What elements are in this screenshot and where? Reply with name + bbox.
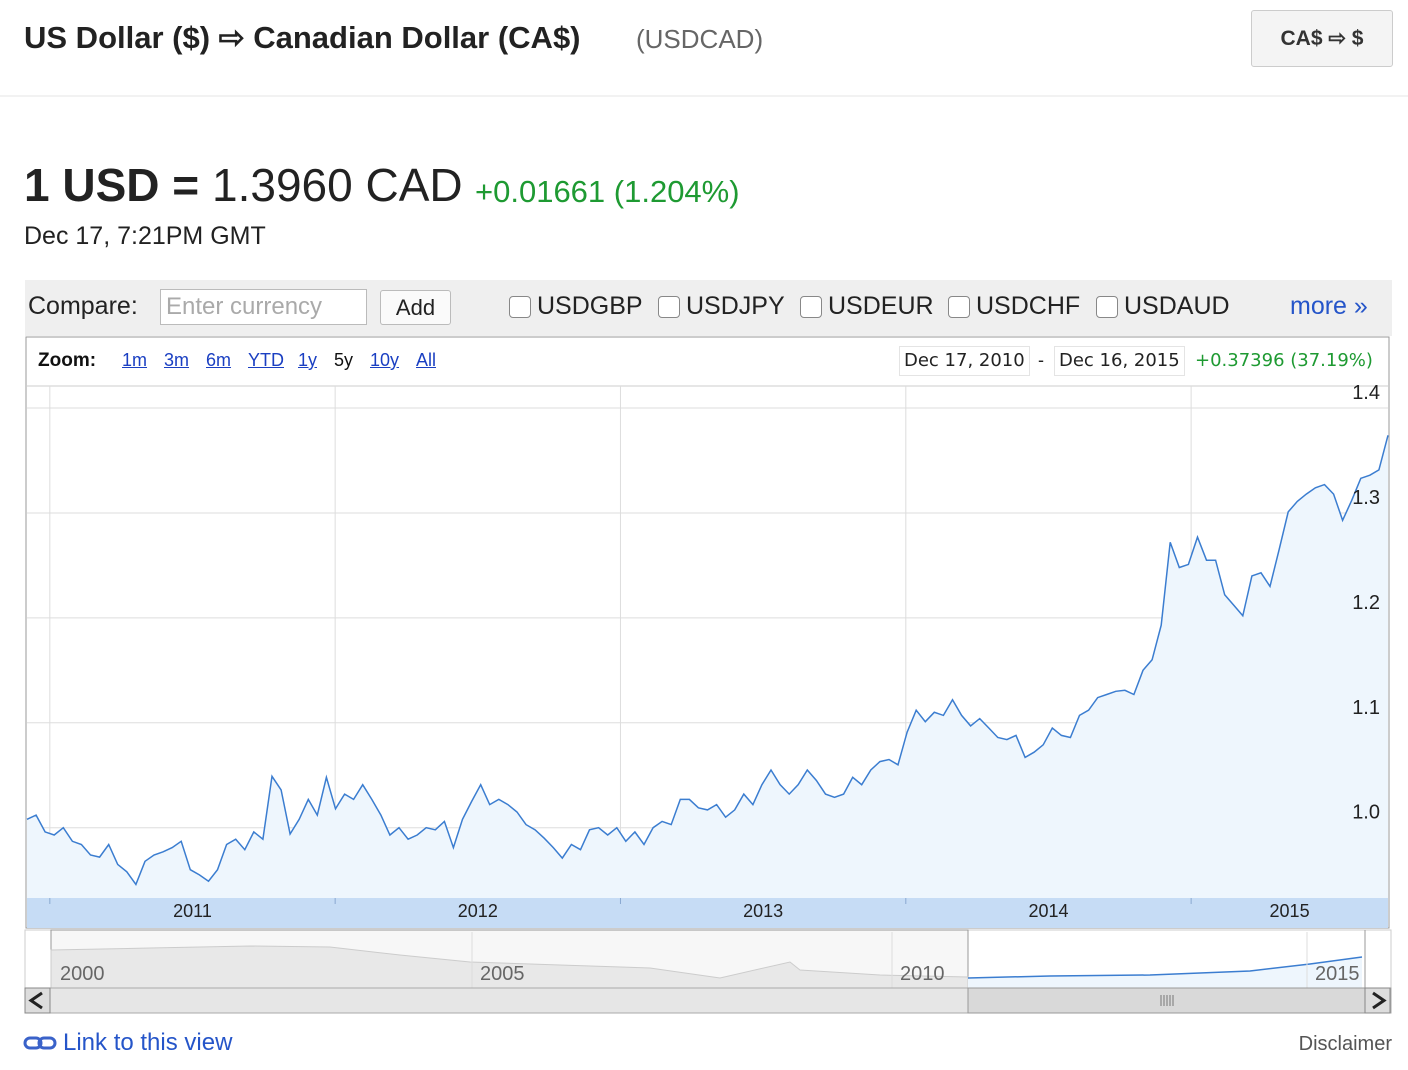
ticker-code: (USDCAD) [636, 24, 764, 54]
zoom-option[interactable]: All [416, 350, 437, 370]
range-start[interactable]: Dec 17, 2010 [899, 346, 1030, 376]
y-tick-label: 1.4 [1352, 382, 1380, 404]
zoom-option[interactable]: 1m [122, 350, 148, 370]
checkbox[interactable] [509, 296, 531, 318]
navigator-label: 2005 [480, 963, 525, 985]
swap-button[interactable]: CA$ ⇨ $ [1251, 10, 1393, 67]
compare-option[interactable]: USDEUR [828, 292, 934, 320]
x-tick-label: 2012 [458, 901, 498, 921]
navigator-label: 2015 [1315, 963, 1360, 985]
scroll-right-arrow [1372, 991, 1387, 1010]
compare-option[interactable]: USDGBP [537, 292, 643, 320]
add-button[interactable]: Add [380, 290, 451, 325]
x-tick-label: 2013 [743, 901, 783, 921]
x-axis-band [27, 898, 1388, 928]
y-tick-label: 1.0 [1352, 802, 1380, 824]
y-tick-label: 1.1 [1352, 697, 1380, 719]
quote-change: +0.01661 (1.204%) [475, 174, 740, 209]
compare-label: Compare: [28, 292, 138, 320]
quote-lead: 1 USD = [24, 159, 200, 211]
price-line [26, 435, 1389, 886]
checkbox[interactable] [1096, 296, 1118, 318]
x-tick-label: 2014 [1028, 901, 1068, 921]
range-separator: - [1038, 350, 1044, 370]
scroll-left-arrow [28, 991, 43, 1010]
zoom-option[interactable]: 3m [164, 350, 190, 370]
link-to-view[interactable]: Link to this view [63, 1029, 233, 1056]
link-icon-ring [37, 1036, 57, 1050]
zoom-label: Zoom: [38, 350, 97, 371]
zoom-option-active[interactable]: 5y [334, 350, 354, 370]
plot: 2011 2012 2013 2014 2015 1.0 1.1 1.2 1.3 1.4 [26, 382, 1389, 921]
zoom-option[interactable]: 1y [298, 350, 318, 370]
navigator-window-area [968, 957, 1362, 988]
compare-option[interactable]: USDJPY [686, 292, 785, 320]
navigator-window-line [967, 956, 1363, 979]
zoom-option[interactable]: 10y [370, 350, 400, 370]
range-change: +0.37396 (37.19%) [1195, 350, 1373, 371]
y-tick-label: 1.2 [1352, 592, 1380, 614]
navigator-label: 2010 [900, 963, 945, 985]
navigator: 2000 2005 2010 2015 [24, 929, 1392, 1014]
link-icon [23, 1036, 57, 1050]
zoom-option[interactable]: 6m [206, 350, 232, 370]
checkbox[interactable] [658, 296, 680, 318]
disclaimer[interactable]: Disclaimer [1298, 1033, 1392, 1055]
more-link[interactable]: more » [1290, 292, 1368, 320]
compare-option[interactable]: USDAUD [1124, 292, 1230, 320]
currency-input[interactable]: Enter currency [160, 289, 367, 325]
checkbox[interactable] [800, 296, 822, 318]
link-icon-ring [23, 1036, 43, 1050]
range-end[interactable]: Dec 16, 2015 [1054, 346, 1185, 376]
navigator-label: 2000 [60, 963, 105, 985]
x-tick-label: 2011 [173, 901, 212, 921]
checkbox[interactable] [948, 296, 970, 318]
y-tick-label: 1.3 [1352, 487, 1380, 509]
area [27, 435, 1388, 898]
quote-time: Dec 17, 7:21PM GMT [24, 222, 266, 250]
zoom-option[interactable]: YTD [248, 350, 284, 370]
compare-option[interactable]: USDCHF [976, 292, 1081, 320]
x-tick-label: 2015 [1270, 901, 1310, 921]
quote-rate: 1.3960 CAD [212, 159, 463, 211]
scrollbar-grip [1160, 995, 1174, 1006]
page-title: US Dollar ($) ⇨ Canadian Dollar (CA$) [24, 20, 581, 55]
